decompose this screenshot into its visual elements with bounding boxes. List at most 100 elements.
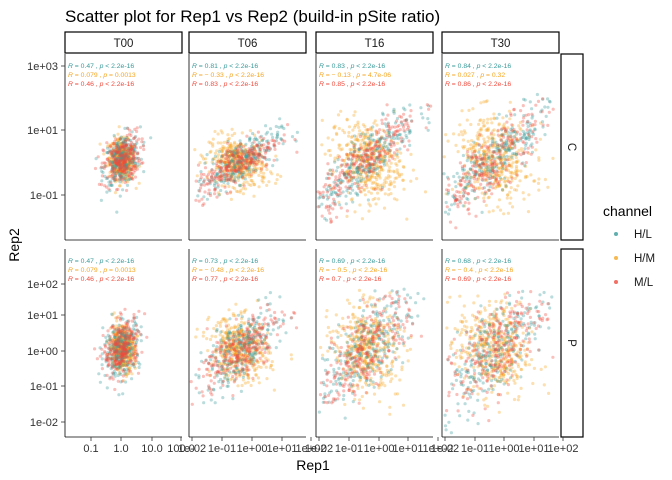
scatter-point (124, 139, 127, 142)
scatter-point (478, 143, 481, 146)
scatter-point (399, 133, 402, 136)
x-tick-label: 1e+00 (237, 443, 268, 455)
scatter-point (113, 134, 116, 137)
scatter-point (206, 349, 209, 352)
scatter-point (467, 109, 470, 112)
scatter-point (474, 215, 477, 218)
scatter-point (393, 185, 396, 188)
facet-label-t16: T16 (365, 38, 385, 50)
scatter-point (132, 353, 135, 356)
y-tick-label: 1e+00 (27, 346, 58, 358)
scatter-point (193, 148, 196, 151)
scatter-point (270, 139, 273, 142)
scatter-point (470, 161, 473, 164)
scatter-point (347, 187, 350, 190)
scatter-point (255, 163, 258, 166)
scatter-point (367, 128, 370, 131)
scatter-point (337, 185, 340, 188)
scatter-point (124, 321, 127, 324)
scatter-point (367, 137, 370, 140)
scatter-point (273, 148, 276, 151)
scatter-point (464, 201, 467, 204)
scatter-point (321, 215, 324, 218)
scatter-point (329, 193, 332, 196)
scatter-point (236, 190, 239, 193)
scatter-point (96, 357, 99, 360)
scatter-point (485, 129, 488, 132)
scatter-point (390, 162, 393, 165)
scatter-point (203, 190, 206, 193)
scatter-point (345, 144, 348, 147)
scatter-point (367, 210, 370, 213)
scatter-point (357, 187, 360, 190)
scatter-point (121, 178, 124, 181)
scatter-point (110, 170, 113, 173)
scatter-point (479, 101, 482, 104)
scatter-point (210, 176, 213, 179)
scatter-point (142, 148, 145, 151)
scatter-point (215, 162, 218, 165)
scatter-point (339, 181, 342, 184)
scatter-point (123, 354, 126, 357)
scatter-point (234, 176, 237, 179)
scatter-point (132, 350, 135, 353)
scatter-point (345, 215, 348, 218)
scatter-point (466, 159, 469, 162)
scatter-point (384, 138, 387, 141)
scatter-point (136, 152, 139, 155)
scatter-point (454, 180, 457, 183)
scatter-point (115, 188, 118, 191)
scatter-point (388, 183, 391, 186)
scatter-point (206, 153, 209, 156)
scatter-point (481, 211, 484, 214)
scatter-point (328, 212, 331, 215)
scatter-point (387, 174, 390, 177)
scatter-point (504, 180, 507, 183)
scatter-point (384, 118, 387, 121)
scatter-point (247, 377, 250, 380)
scatter-point (509, 171, 512, 174)
scatter-point (467, 154, 470, 157)
scatter-point (250, 384, 253, 387)
scatter-point (114, 367, 117, 370)
scatter-point (392, 110, 395, 113)
scatter-point (426, 103, 429, 106)
scatter-point (115, 350, 118, 353)
scatter-point (388, 149, 391, 152)
scatter-point (233, 132, 236, 135)
scatter-point (484, 190, 487, 193)
scatter-point (324, 153, 327, 156)
scatter-point (136, 126, 139, 129)
scatter-point (338, 155, 341, 158)
x-tick-label: 1e-02 (431, 443, 459, 455)
scatter-point (238, 147, 241, 150)
scatter-point (261, 160, 264, 163)
scatter-point (219, 141, 222, 144)
scatter-point (122, 165, 125, 168)
scatter-point (345, 202, 348, 205)
scatter-point (380, 149, 383, 152)
scatter-point (317, 205, 320, 208)
scatter-point (483, 200, 486, 203)
scatter-point (462, 172, 465, 175)
scatter-point (237, 161, 240, 164)
scatter-point (115, 211, 118, 214)
scatter-point (332, 198, 335, 201)
scatter-point (271, 164, 274, 167)
scatter-point (352, 155, 355, 158)
scatter-point (462, 146, 465, 149)
scatter-point (486, 163, 489, 166)
scatter-point (494, 141, 497, 144)
scatter-point (535, 141, 538, 144)
scatter-point (138, 182, 141, 185)
scatter-point (265, 366, 268, 369)
scatter-point (127, 347, 130, 350)
scatter-point (471, 107, 474, 110)
scatter-point (484, 142, 487, 145)
scatter-point (346, 209, 349, 212)
scatter-point (291, 135, 294, 138)
scatter-point (230, 168, 233, 171)
scatter-point (264, 152, 267, 155)
scatter-point (205, 337, 208, 340)
scatter-point (402, 107, 405, 110)
